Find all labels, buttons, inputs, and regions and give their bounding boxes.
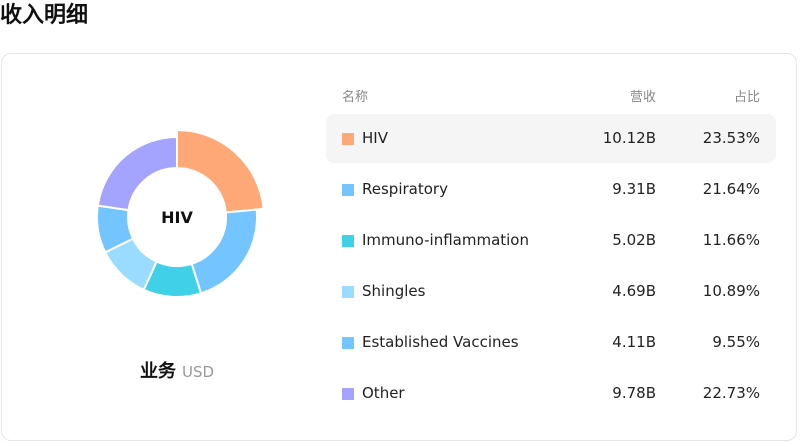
legend-name: Respiratory bbox=[362, 180, 448, 198]
legend-revenue: 4.11B bbox=[612, 333, 656, 351]
chart-caption-title: 业务 bbox=[139, 361, 176, 382]
legend-row[interactable]: Shingles 4.69B 10.89% bbox=[326, 267, 776, 316]
donut-slice[interactable] bbox=[96, 135, 178, 212]
legend-share: 10.89% bbox=[702, 282, 760, 300]
legend-row[interactable]: Respiratory 9.31B 21.64% bbox=[326, 165, 776, 214]
chart-caption: 业务 USD bbox=[2, 357, 352, 383]
page-title: 收入明细 bbox=[0, 3, 89, 28]
chart-caption-unit: USD bbox=[181, 363, 215, 381]
legend-name: Established Vaccines bbox=[362, 333, 519, 351]
legend-row[interactable]: HIV 10.12B 23.53% bbox=[326, 114, 776, 163]
revenue-breakdown-card: HIV 业务 USD 名称 营收 占比 HIV 10.12B 23.53% Res… bbox=[1, 53, 797, 441]
legend-revenue: 9.78B bbox=[612, 384, 656, 402]
column-header-share: 占比 bbox=[733, 90, 760, 105]
legend-swatch bbox=[342, 388, 354, 400]
legend-row[interactable]: Immuno-inflammation 5.02B 11.66% bbox=[326, 216, 776, 265]
legend-row[interactable]: Other 9.78B 22.73% bbox=[326, 369, 776, 418]
donut-slice[interactable] bbox=[176, 128, 265, 214]
legend-share: 9.55% bbox=[712, 333, 760, 351]
legend-name: Shingles bbox=[362, 282, 426, 300]
legend-revenue: 4.69B bbox=[612, 282, 656, 300]
legend-swatch bbox=[342, 286, 354, 298]
legend-share: 21.64% bbox=[702, 180, 760, 198]
donut-slice[interactable] bbox=[190, 208, 258, 295]
legend-revenue: 10.12B bbox=[602, 129, 656, 147]
column-header-revenue: 营收 bbox=[629, 90, 656, 105]
legend-row[interactable]: Established Vaccines 4.11B 9.55% bbox=[326, 318, 776, 367]
legend-table: HIV 10.12B 23.53% Respiratory 9.31B 21.6… bbox=[326, 114, 776, 420]
donut-chart: HIV bbox=[90, 128, 265, 304]
table-header: 名称 营收 占比 bbox=[326, 86, 776, 106]
legend-share: 22.73% bbox=[702, 384, 760, 402]
legend-revenue: 9.31B bbox=[612, 180, 656, 198]
legend-revenue: 5.02B bbox=[612, 231, 656, 249]
column-header-name: 名称 bbox=[342, 90, 369, 105]
legend-share: 23.53% bbox=[702, 129, 760, 147]
legend-name: HIV bbox=[362, 129, 388, 147]
legend-name: Immuno-inflammation bbox=[362, 231, 529, 249]
donut-chart-svg bbox=[96, 128, 265, 298]
legend-swatch bbox=[342, 235, 354, 247]
legend-swatch bbox=[342, 184, 354, 196]
legend-share: 11.66% bbox=[702, 231, 760, 249]
legend-name: Other bbox=[362, 384, 405, 402]
legend-swatch bbox=[342, 337, 354, 349]
legend-swatch bbox=[342, 133, 354, 145]
